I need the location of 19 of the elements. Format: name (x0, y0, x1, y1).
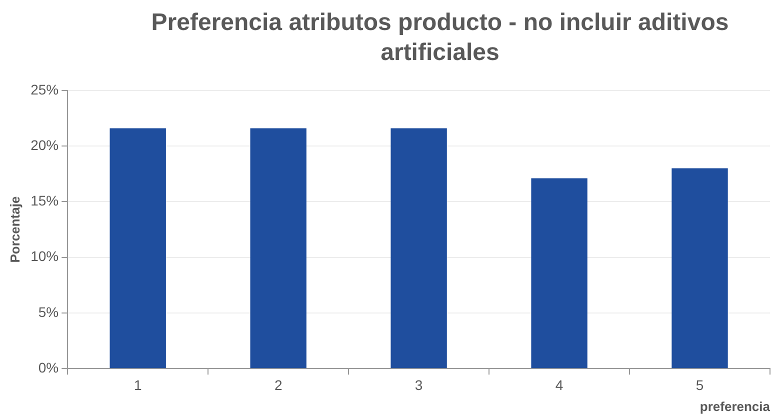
chart-title: Preferencia atributos producto - no incluir aditivos artificiales (150, 8, 730, 68)
x-axis-title: preferencia (700, 398, 771, 414)
bar (390, 128, 447, 368)
y-tick-label: 20% (30, 136, 59, 153)
bar (672, 168, 728, 368)
x-tick-label: 3 (414, 376, 423, 393)
y-tick-label: 25% (30, 81, 59, 98)
x-tick-label: 5 (696, 376, 704, 393)
x-tick-label: 2 (274, 376, 282, 393)
y-axis-title: Porcentaje (7, 196, 22, 263)
bar (250, 128, 306, 368)
x-tick-label: 1 (134, 376, 142, 393)
y-tick-label: 10% (30, 248, 59, 264)
x-tick-label: 4 (555, 376, 564, 393)
bar (531, 178, 588, 368)
y-tick-label: 0% (38, 359, 59, 376)
y-tick-label: 15% (30, 192, 59, 209)
y-tick-label: 5% (38, 304, 59, 320)
bar (110, 128, 166, 368)
